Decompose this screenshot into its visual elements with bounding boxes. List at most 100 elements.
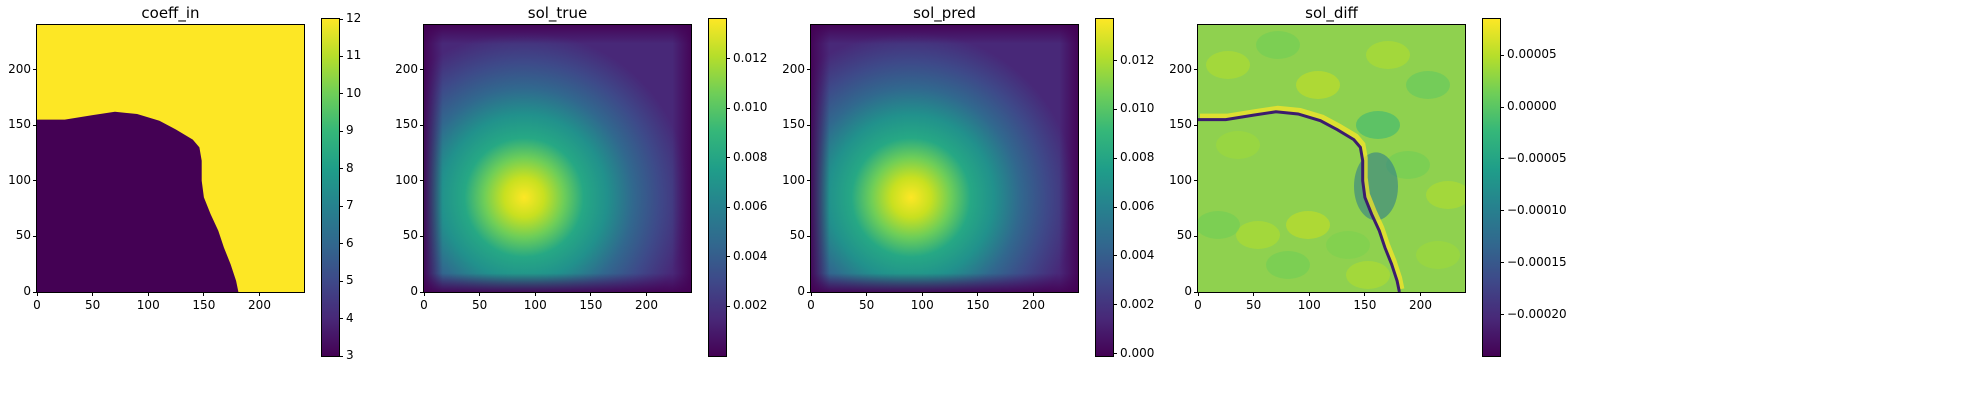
x-tick-label: 50 — [471, 298, 488, 312]
colorbar-tick-label: 0.004 — [1120, 247, 1155, 262]
x-tick-mark — [203, 292, 205, 296]
y-tick-mark — [420, 69, 424, 70]
x-tick-label: 200 — [1409, 298, 1432, 312]
y-tick-label: 150 — [1169, 117, 1192, 132]
noise-blob — [1366, 41, 1410, 69]
y-tick-label: 200 — [395, 61, 418, 76]
y-tick-label: 0 — [410, 284, 418, 298]
colorbar-tick-label: 8 — [346, 160, 354, 175]
y-tick-label: 150 — [782, 117, 805, 132]
noise-blob — [1386, 151, 1430, 179]
colorbar-tick-label: 0.002 — [733, 298, 768, 313]
heatmap-plot-area — [810, 24, 1079, 293]
colorbar-tick-label: 0.008 — [1120, 150, 1155, 165]
colorbar-tick-label: 0.012 — [1120, 52, 1155, 67]
x-tick-label: 100 — [523, 298, 547, 312]
colorbar-tick-mark — [726, 107, 730, 109]
interface-negative-band — [1198, 110, 1401, 292]
heatmap-image — [811, 25, 1078, 292]
x-tick-mark — [590, 292, 592, 296]
colorbar-tick-label: 0.004 — [733, 248, 768, 263]
y-tick-label: 50 — [402, 228, 418, 243]
x-tick-label: 150 — [1353, 298, 1377, 312]
y-tick-label: 100 — [8, 172, 31, 187]
colorbar-tick-label: 5 — [346, 273, 354, 288]
colorbar-tick-label: 0.008 — [733, 149, 768, 164]
x-tick-label: 100 — [136, 298, 160, 312]
y-tick-mark — [420, 124, 424, 126]
colorbar-tick-label: 0.006 — [1120, 199, 1155, 214]
y-tick-mark — [1194, 291, 1198, 293]
colorbar-tick-label: −0.00020 — [1507, 306, 1567, 321]
y-tick-mark — [420, 291, 424, 293]
x-tick-mark — [1364, 292, 1366, 296]
colorbar-tick-label: 7 — [346, 198, 354, 213]
y-tick-label: 200 — [8, 61, 31, 76]
x-tick-mark — [36, 292, 38, 296]
y-tick-label: 50 — [1176, 228, 1192, 243]
x-tick-mark — [1308, 292, 1310, 296]
x-tick-mark — [646, 292, 647, 296]
boundary-falloff-horizontal — [424, 25, 691, 292]
colorbar-tick-mark — [339, 205, 343, 207]
noise-blob — [1416, 241, 1460, 269]
x-tick-label: 0 — [807, 298, 815, 312]
noise-blob — [1236, 221, 1280, 249]
y-tick-label: 200 — [782, 61, 805, 76]
y-tick-label: 150 — [395, 117, 418, 132]
x-tick-label: 200 — [248, 298, 271, 312]
y-tick-label: 50 — [15, 228, 31, 243]
boundary-falloff-horizontal — [811, 25, 1078, 292]
colorbar-tick-mark — [1113, 255, 1117, 257]
colorbar-tick-mark — [1113, 304, 1117, 306]
colorbar-tick-mark — [339, 130, 343, 132]
x-tick-label: 150 — [966, 298, 990, 312]
colorbar-tick-mark — [339, 55, 343, 57]
x-tick-label: 0 — [420, 298, 428, 312]
colorbar-tick-label: 10 — [346, 85, 362, 100]
colorbar-tick-label: 0.002 — [1120, 296, 1155, 311]
colorbar-tick-label: 0.00005 — [1507, 47, 1557, 62]
y-tick-label: 50 — [789, 228, 805, 243]
x-tick-mark — [147, 292, 149, 296]
x-tick-label: 100 — [910, 298, 934, 312]
y-tick-mark — [33, 291, 37, 293]
x-tick-mark — [423, 292, 425, 296]
colorbar-tick-label: 6 — [346, 235, 354, 250]
colorbar — [1095, 18, 1114, 357]
y-tick-mark — [1194, 124, 1198, 126]
noise-blob — [1356, 111, 1400, 139]
noise-blob — [1296, 71, 1340, 99]
colorbar-tick-mark — [726, 305, 730, 307]
y-tick-mark — [33, 235, 37, 237]
colorbar-tick-mark — [339, 318, 343, 320]
plot-title: sol_true — [527, 4, 588, 22]
colorbar-tick-label: 0.000 — [1120, 345, 1155, 360]
x-tick-label: 50 — [858, 298, 875, 312]
colorbar-tick-label: 0.006 — [733, 199, 768, 214]
colorbar-tick-label: 0.00000 — [1507, 99, 1557, 114]
heatmap-plot-area — [423, 24, 692, 293]
y-tick-mark — [1194, 180, 1198, 182]
y-tick-mark — [807, 180, 811, 182]
colorbar-tick-mark — [339, 280, 343, 282]
heatmap-image — [1198, 25, 1465, 292]
colorbar-tick-label: 11 — [346, 48, 362, 63]
y-tick-label: 0 — [1184, 284, 1192, 298]
y-tick-mark — [420, 235, 424, 237]
y-tick-mark — [420, 180, 424, 182]
noise-blob — [1256, 31, 1300, 59]
plot-title: sol_pred — [913, 4, 976, 22]
x-tick-mark — [1033, 292, 1034, 296]
heatmap-image — [37, 25, 304, 292]
x-tick-mark — [1197, 292, 1199, 296]
colorbar-tick-mark — [1113, 353, 1117, 355]
colorbar-tick-label: 9 — [346, 123, 354, 138]
x-tick-mark — [810, 292, 812, 296]
y-tick-mark — [807, 124, 811, 126]
y-tick-mark — [1194, 69, 1198, 70]
x-tick-mark — [1253, 292, 1255, 296]
noise-blob — [1266, 251, 1310, 279]
x-tick-label: 50 — [1245, 298, 1262, 312]
y-tick-label: 100 — [395, 172, 418, 187]
